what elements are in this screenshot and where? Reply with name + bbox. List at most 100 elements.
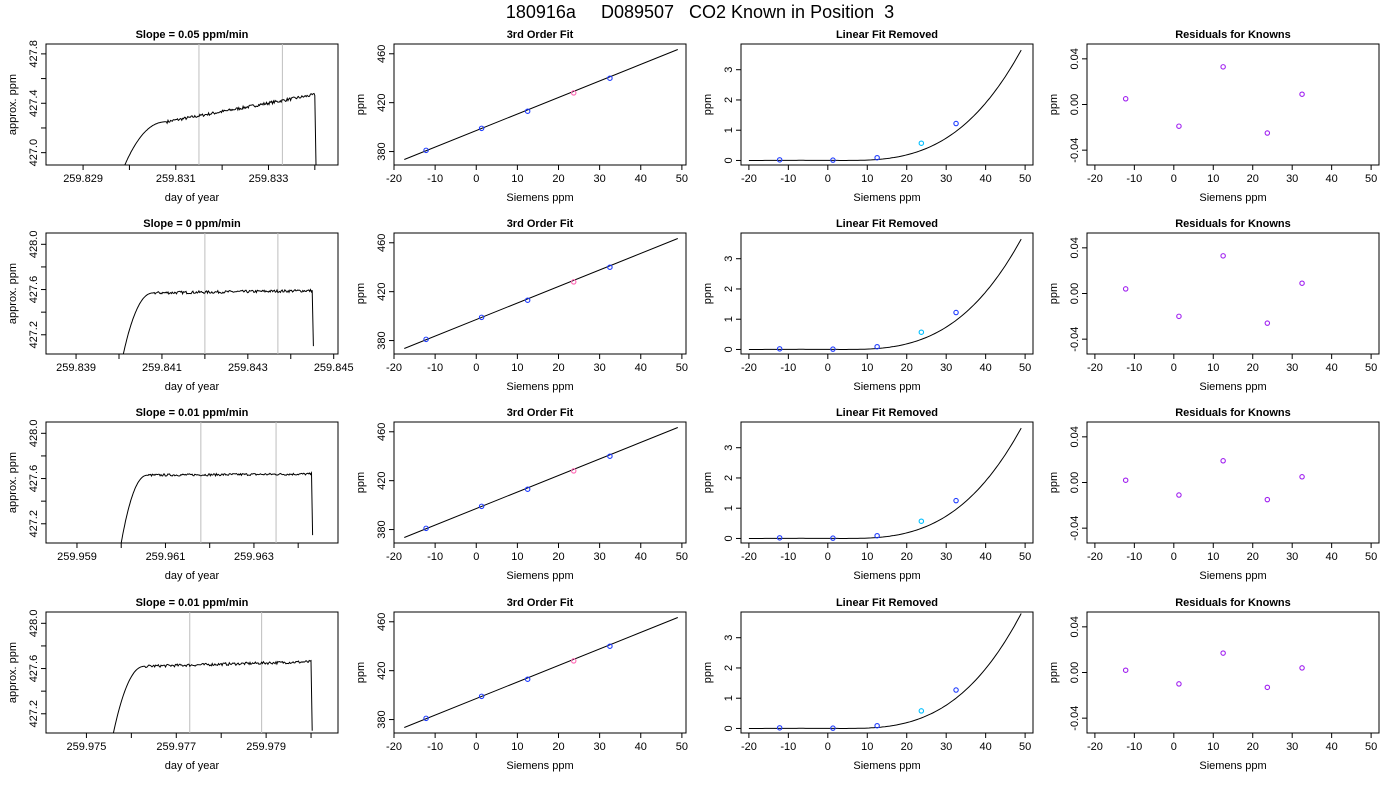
data-point: [478, 125, 485, 132]
plot-frame: [1086, 43, 1380, 166]
data-point: [776, 725, 783, 731]
data-point: [524, 108, 531, 114]
x-tick-label: 10: [861, 551, 873, 563]
panel-2-0: Slope = 0.01 ppm/min 259.959 259.961 259.96…: [7, 407, 339, 582]
y-tick-label: 460: [376, 613, 388, 631]
x-axis-label: Siemens ppm: [853, 192, 920, 204]
x-tick-label: 0: [825, 362, 831, 374]
data-point: [1264, 320, 1271, 326]
y-tick-label: 427.2: [28, 321, 40, 349]
x-tick-label: -20: [386, 362, 402, 374]
x-tick-label: 40: [1326, 741, 1338, 753]
data-point: [607, 453, 613, 459]
x-axis-label: Siemens ppm: [1199, 570, 1266, 582]
x-tick-label: 259.829: [63, 173, 103, 185]
y-axis-label: ppm: [702, 472, 714, 493]
x-tick-label: 40: [635, 362, 647, 374]
data-point: [830, 346, 836, 352]
data-layer: [748, 238, 1022, 352]
plot-frame: [45, 232, 339, 355]
x-tick-label: -20: [741, 551, 757, 563]
x-tick-label: 10: [861, 741, 873, 753]
plot-frame: [740, 421, 1034, 544]
data-layer: [112, 659, 313, 733]
y-tick-label: 428.0: [28, 231, 40, 259]
plot-frame: [45, 421, 339, 544]
x-tick-label: 50: [1365, 551, 1377, 563]
y-tick-label: 3: [723, 635, 735, 641]
y-axis-label: approx. ppm: [7, 74, 19, 135]
panel-title: Linear Fit Removed: [836, 218, 938, 230]
x-tick-label: -20: [741, 173, 757, 185]
x-tick-label: 40: [1326, 173, 1338, 185]
data-layer: [1122, 253, 1305, 326]
y-tick-label: 0.04: [1069, 616, 1081, 637]
x-tick-label: -10: [780, 741, 796, 753]
data-point: [874, 722, 880, 729]
data-point: [1220, 650, 1226, 656]
data-point: [1220, 253, 1226, 259]
x-axis-label: Siemens ppm: [1199, 760, 1266, 772]
data-layer: [404, 427, 678, 538]
plot-frame: [393, 43, 687, 166]
x-tick-label: 20: [552, 173, 564, 185]
x-tick-label: 259.831: [156, 173, 196, 185]
y-tick-label: 460: [376, 234, 388, 252]
data-point: [607, 264, 613, 270]
plot-frame: [740, 611, 1034, 734]
data-point: [478, 503, 485, 510]
y-axis-label: ppm: [702, 283, 714, 304]
x-tick-label: 10: [861, 362, 873, 374]
x-tick-label: 50: [676, 741, 688, 753]
data-point: [830, 725, 836, 731]
data-point: [570, 468, 577, 474]
data-point: [776, 535, 783, 541]
x-tick-label: 0: [1171, 173, 1177, 185]
y-tick-label: 428.0: [28, 420, 40, 448]
data-layer: [1122, 64, 1305, 136]
x-tick-label: -10: [780, 362, 796, 374]
y-tick-label: 1: [723, 127, 735, 133]
panel-3-0: Slope = 0.01 ppm/min 259.975 259.977 259.97…: [7, 597, 339, 772]
panel-title: Slope = 0.01 ppm/min: [136, 407, 249, 419]
x-tick-label: -10: [780, 173, 796, 185]
data-point: [874, 343, 880, 350]
x-tick-label: -20: [1087, 741, 1103, 753]
y-tick-label: 2: [723, 665, 735, 671]
plot-frame: [393, 232, 687, 355]
panel-3-3: Residuals for Knowns -20 -10 0 10 20 30 40 50 -0.…: [1048, 597, 1380, 772]
data-layer: [1122, 458, 1305, 503]
x-tick-label: 259.833: [249, 173, 289, 185]
y-tick-label: 380: [376, 142, 388, 160]
data-layer: [120, 471, 314, 543]
y-tick-label: 380: [376, 331, 388, 349]
data-trace-line: [122, 288, 314, 354]
x-tick-label: 20: [1247, 551, 1259, 563]
x-tick-label: 20: [1247, 362, 1259, 374]
y-tick-label: 380: [376, 710, 388, 728]
data-point: [1299, 91, 1305, 97]
x-tick-label: 50: [676, 362, 688, 374]
x-tick-label: 259.963: [234, 551, 274, 563]
y-axis-label: approx. ppm: [7, 452, 19, 513]
fit-curve: [748, 49, 1022, 161]
x-tick-label: 0: [473, 551, 479, 563]
data-trace-line: [124, 92, 317, 165]
x-axis-label: Siemens ppm: [506, 192, 573, 204]
x-axis-label: Siemens ppm: [1199, 192, 1266, 204]
data-point: [953, 120, 959, 127]
x-tick-label: 259.979: [246, 741, 286, 753]
fit-curve: [748, 238, 1022, 350]
x-tick-label: 40: [980, 551, 992, 563]
fit-line: [404, 49, 678, 160]
x-tick-label: 40: [635, 173, 647, 185]
x-tick-label: 50: [676, 551, 688, 563]
x-axis-label: Siemens ppm: [506, 381, 573, 393]
x-tick-label: 30: [940, 741, 952, 753]
fit-line: [404, 238, 678, 349]
y-tick-label: 427.6: [28, 655, 40, 683]
x-tick-label: -20: [1087, 551, 1103, 563]
x-axis-label: day of year: [165, 192, 220, 204]
panel-0-1: 3rd Order Fit -20 -10 0 10 20 30 40 50 380 420 460 S…: [355, 29, 688, 204]
